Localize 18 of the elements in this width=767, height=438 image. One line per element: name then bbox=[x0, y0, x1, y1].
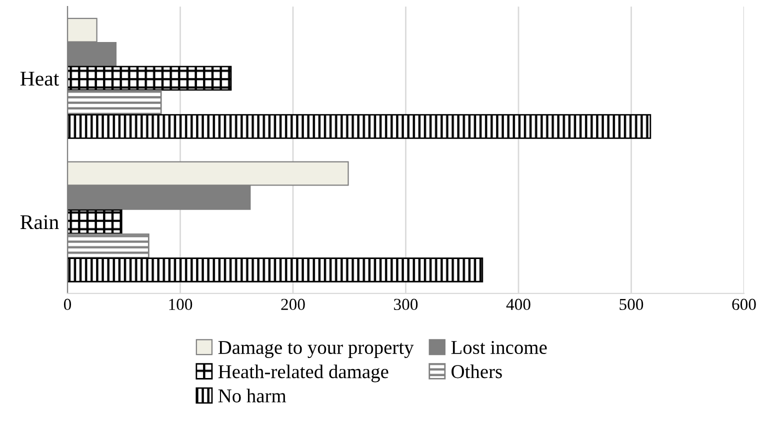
x-tick-label: 500 bbox=[620, 298, 644, 310]
x-tick-label: 400 bbox=[506, 298, 530, 310]
y-tick-label: Heat bbox=[20, 72, 60, 86]
legend-label: Heath-related damage bbox=[218, 364, 388, 382]
x-tick-label: 0 bbox=[64, 298, 72, 310]
x-tick-label: 300 bbox=[394, 298, 418, 310]
bar bbox=[67, 209, 122, 234]
bar bbox=[67, 66, 232, 91]
x-tick-label: 100 bbox=[169, 298, 192, 310]
x-tick-label: 600 bbox=[732, 298, 756, 310]
y-tick-label: Rain bbox=[20, 215, 59, 230]
bar bbox=[67, 258, 484, 282]
legend-label: Damage to your property bbox=[218, 341, 414, 358]
bar bbox=[67, 114, 652, 139]
legend-label: Others bbox=[452, 364, 502, 378]
legend-label: Lost income bbox=[451, 340, 547, 354]
x-tick-label: 200 bbox=[281, 298, 305, 310]
legend-label: No harm bbox=[218, 388, 286, 402]
